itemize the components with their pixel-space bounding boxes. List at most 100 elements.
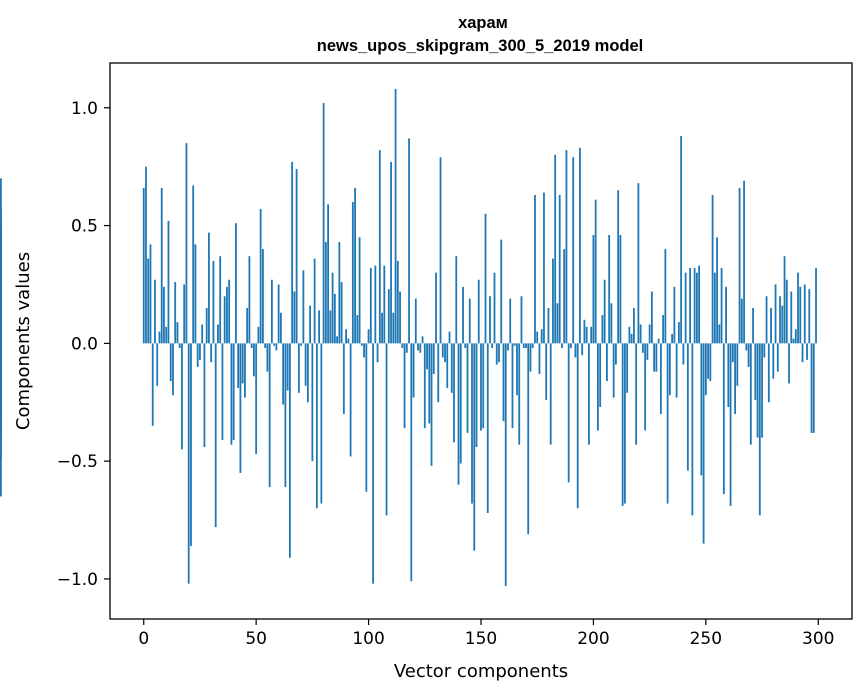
bar-256 [718,324,721,344]
bar-195 [581,343,584,356]
bar-245 [693,267,696,344]
bar-287 [788,343,790,384]
bar-71 [302,270,305,344]
bar-189 [567,343,570,483]
bar-298 [812,343,815,433]
bar-214 [624,343,626,504]
bar-190 [570,343,572,349]
bar-113 [396,260,399,344]
bar-262 [731,343,734,363]
bar-180 [547,308,550,344]
bar-266 [740,298,743,344]
bar-50 [255,343,258,455]
bar-222 [641,343,644,353]
bar-65 [288,343,291,558]
bar-3 [149,244,152,344]
bar-51 [257,326,260,344]
bar-225 [648,324,651,344]
bar-270 [749,343,752,445]
bar-119 [410,343,413,582]
bar-8 [160,187,163,344]
bar-107 [383,265,386,344]
bar-36 [223,296,226,344]
bar-263 [734,343,736,415]
bar-257 [720,267,723,344]
bar-112 [394,88,397,344]
bar-174 [534,194,536,344]
bar-80 [322,103,325,344]
bar-123 [419,343,422,353]
bar-54 [264,343,267,349]
bar-165 [513,343,516,346]
bar-227 [653,343,656,372]
bar-220 [637,183,640,344]
bar-203 [599,343,602,407]
bar-233 [666,343,669,504]
bar-145 [468,298,471,344]
bar-186 [561,343,563,349]
bar-170 [525,343,527,349]
bar-103 [374,265,377,344]
bar-142 [462,286,464,344]
bar-121 [414,298,417,344]
bar-122 [417,343,419,351]
bar-299 [815,267,817,344]
bar-undefined [0,284,2,344]
bar-14 [174,282,177,344]
bar-132 [439,157,442,344]
bar-52 [259,209,262,344]
bar-191 [572,157,575,344]
bar-131 [437,343,440,403]
bar-105 [378,150,381,344]
bar-19 [185,143,188,344]
bar-18 [183,284,186,344]
bar-267 [743,180,745,344]
bar-72 [304,343,307,386]
bar-53 [262,249,264,344]
bar-134 [444,343,446,363]
bar-32 [214,343,217,528]
bar-242 [686,343,689,471]
bar-0 [142,187,145,344]
bar-265 [738,187,741,344]
bar-129 [432,343,435,374]
bar-286 [785,279,788,344]
bar-268 [745,343,748,351]
bar-106 [381,312,383,344]
bar-98 [363,343,365,358]
bar-288 [790,291,793,344]
bar-67 [293,291,296,344]
bar-197 [585,326,588,344]
bar-239 [680,136,683,344]
bar-244 [691,343,694,516]
bar-292 [799,286,802,344]
x-axis: 0 50 100 150 200 250 300 [138,619,834,649]
bar-248 [700,343,703,476]
bar-166 [516,343,518,396]
bar-48 [250,343,253,349]
bar-87 [338,242,341,344]
bar-283 [779,296,781,344]
bar-243 [689,267,692,344]
bar-133 [441,343,444,358]
bar-31 [212,260,215,344]
bar-117 [405,343,408,353]
bar-201 [594,199,597,344]
bar-209 [612,343,615,398]
bar-269 [747,343,750,367]
bar-202 [597,343,599,431]
bar-159 [500,239,503,344]
bar-295 [806,343,808,360]
bar-74 [309,305,312,344]
bar-91 [347,338,350,344]
x-tick-label-200: 200 [577,629,609,649]
bar-152 [484,213,487,344]
bar-169 [522,343,525,349]
bar-153 [486,343,489,513]
bar-235 [671,333,674,344]
bar-285 [783,256,786,344]
bar-181 [549,343,552,445]
bar-78 [318,310,321,344]
bar-260 [727,343,730,407]
